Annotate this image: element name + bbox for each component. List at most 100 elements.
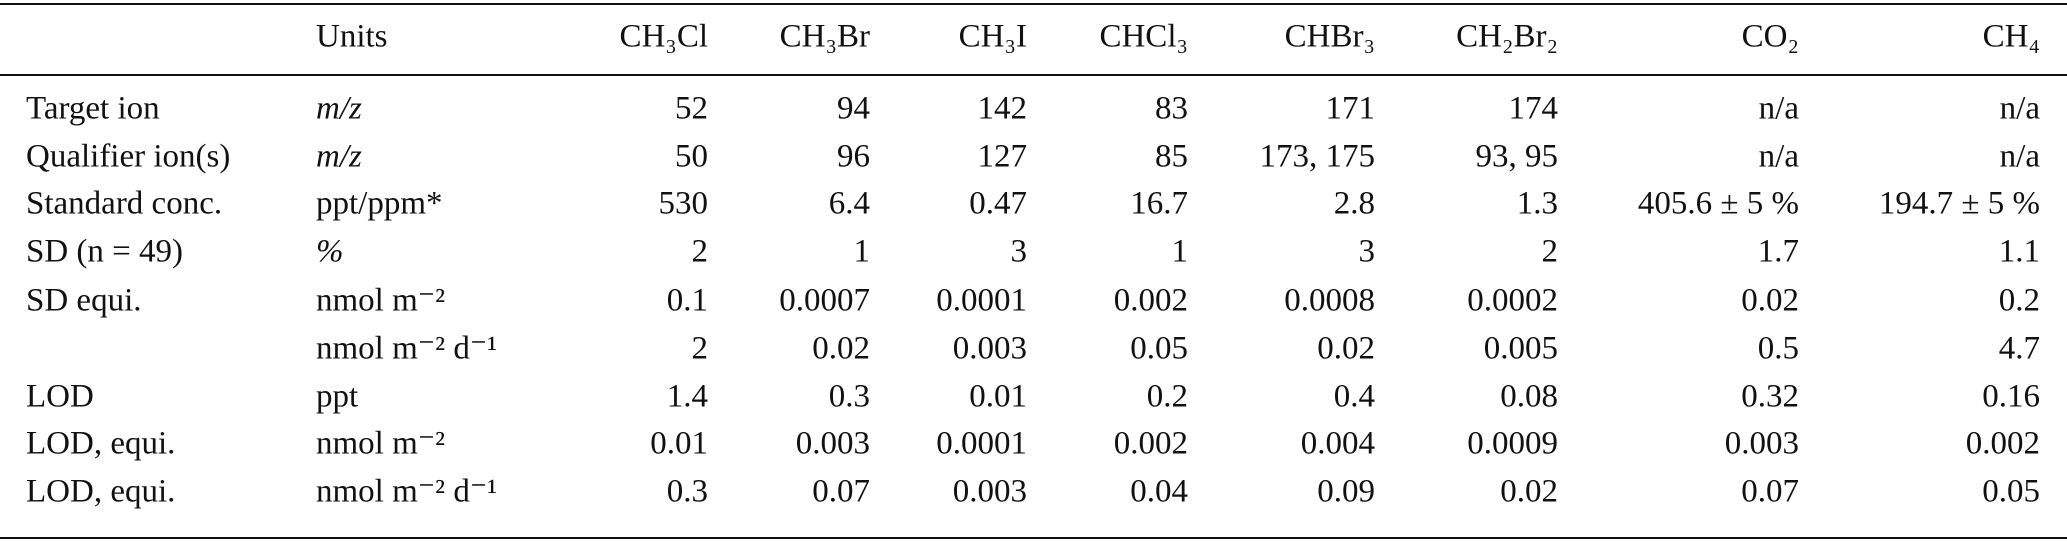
value-cell: 0.003 [952, 473, 1027, 510]
value-cell: 1.7 [1757, 233, 1799, 270]
row-label: Target ion [26, 90, 160, 127]
value-cell: 0.47 [969, 185, 1027, 222]
value-cell: 0.09 [1317, 473, 1375, 510]
header-cell: CO₂ [1741, 18, 1799, 55]
value-cell: 0.07 [812, 473, 870, 510]
value-cell: 0.01 [650, 425, 708, 462]
value-cell: 127 [977, 138, 1028, 175]
value-cell: 0.16 [1982, 378, 2040, 415]
value-cell: 0.01 [969, 378, 1027, 415]
header-cell: CH₄ [1982, 18, 2040, 55]
value-cell: n/a [1999, 138, 2040, 175]
value-cell: 0.05 [1130, 330, 1188, 367]
row-label: Qualifier ion(s) [26, 138, 231, 175]
value-cell: 173, 175 [1259, 138, 1376, 175]
value-cell: 1.3 [1516, 185, 1558, 222]
value-cell: 2.8 [1333, 185, 1375, 222]
value-cell: 0.003 [1724, 425, 1799, 462]
value-cell: 3 [1010, 233, 1028, 270]
value-cell: 174 [1508, 90, 1559, 127]
value-cell: 0.05 [1982, 473, 2040, 510]
unit-cell: % [316, 233, 344, 270]
value-cell: n/a [1999, 90, 2040, 127]
unit-cell: nmol m⁻² [316, 282, 446, 319]
unit-cell: ppt/ppm* [316, 185, 443, 222]
value-cell: 2 [691, 330, 709, 367]
unit-cell: nmol m⁻² [316, 425, 446, 462]
value-cell: 0.0008 [1284, 282, 1375, 319]
value-cell: 0.4 [1333, 378, 1375, 415]
value-cell: 0.2 [1998, 282, 2040, 319]
value-cell: 0.3 [666, 473, 708, 510]
row-label: Standard conc. [26, 185, 223, 222]
value-cell: 96 [837, 138, 870, 175]
top-rule [0, 3, 2067, 5]
value-cell: 1.4 [666, 378, 708, 415]
value-cell: 93, 95 [1475, 138, 1559, 175]
value-cell: 3 [1358, 233, 1376, 270]
value-cell: 0.08 [1500, 378, 1558, 415]
value-cell: 0.02 [1317, 330, 1375, 367]
value-cell: 0.02 [812, 330, 870, 367]
value-cell: 0.5 [1757, 330, 1799, 367]
value-cell: 194.7 ± 5 % [1878, 185, 2040, 222]
header-cell: CH₃Cl [619, 18, 708, 55]
value-cell: 0.0002 [1467, 282, 1558, 319]
value-cell: 0.3 [828, 378, 870, 415]
value-cell: 4.7 [1998, 330, 2040, 367]
value-cell: 52 [675, 90, 708, 127]
value-cell: 0.003 [795, 425, 870, 462]
value-cell: 0.0007 [779, 282, 870, 319]
unit-cell: nmol m⁻² d⁻¹ [316, 330, 498, 367]
value-cell: 530 [658, 185, 709, 222]
value-cell: 0.003 [952, 330, 1027, 367]
value-cell: 0.32 [1741, 378, 1799, 415]
value-cell: 405.6 ± 5 % [1637, 185, 1799, 222]
unit-cell: m/z [316, 90, 362, 127]
value-cell: 1.1 [1998, 233, 2040, 270]
header-cell: CH₃I [958, 18, 1027, 55]
value-cell: 0.002 [1113, 425, 1188, 462]
value-cell: 2 [691, 233, 709, 270]
value-cell: 2 [1541, 233, 1559, 270]
unit-cell: m/z [316, 138, 362, 175]
value-cell: 0.04 [1130, 473, 1188, 510]
value-cell: 0.005 [1483, 330, 1558, 367]
bottom-rule [0, 537, 2067, 539]
value-cell: 0.002 [1113, 282, 1188, 319]
value-cell: 50 [675, 138, 708, 175]
value-cell: 6.4 [828, 185, 870, 222]
value-cell: 0.0001 [936, 425, 1027, 462]
value-cell: 0.02 [1741, 282, 1799, 319]
row-label: SD equi. [26, 282, 142, 319]
unit-cell: ppt [316, 378, 359, 415]
value-cell: 94 [837, 90, 870, 127]
header-cell: CH₂Br₂ [1456, 18, 1558, 55]
unit-cell: nmol m⁻² d⁻¹ [316, 473, 498, 510]
value-cell: n/a [1758, 138, 1799, 175]
header-cell: CHCl₃ [1099, 18, 1188, 55]
value-cell: 1 [1171, 233, 1189, 270]
value-cell: 171 [1325, 90, 1376, 127]
value-cell: 0.0009 [1467, 425, 1558, 462]
value-cell: 0.004 [1300, 425, 1375, 462]
value-cell: 0.0001 [936, 282, 1027, 319]
header-cell: CH₃Br [779, 18, 870, 55]
row-label: LOD, equi. [26, 425, 176, 462]
row-label: SD (n = 49) [26, 233, 184, 270]
value-cell: 1 [853, 233, 871, 270]
row-label: LOD, equi. [26, 473, 176, 510]
value-cell: 83 [1155, 90, 1188, 127]
header-rule [0, 74, 2067, 76]
value-cell: 0.02 [1500, 473, 1558, 510]
value-cell: 0.002 [1965, 425, 2040, 462]
value-cell: 0.07 [1741, 473, 1799, 510]
value-cell: 0.2 [1146, 378, 1188, 415]
header-cell: CHBr₃ [1284, 18, 1375, 55]
row-label: LOD [26, 378, 94, 415]
value-cell: 85 [1155, 138, 1188, 175]
value-cell: 142 [977, 90, 1028, 127]
value-cell: 16.7 [1130, 185, 1188, 222]
value-cell: n/a [1758, 90, 1799, 127]
